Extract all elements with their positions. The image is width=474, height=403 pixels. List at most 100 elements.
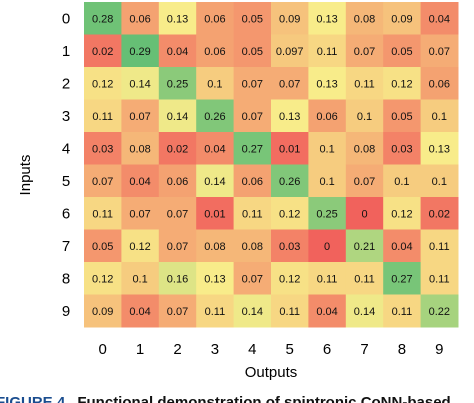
heatmap-cell-r8-c2 bbox=[158, 262, 197, 295]
heatmap-cell-r8-c3 bbox=[196, 262, 235, 295]
heatmap-cell-r5-c7 bbox=[345, 164, 384, 198]
cell-value-label: 0.25 bbox=[316, 208, 337, 220]
cell-value-label: 0.26 bbox=[204, 111, 225, 123]
heatmap-cells: 0.28 0.06 0.13 0.06 0.05 0.09 0.13 0.08 0.09 0.04… bbox=[84, 2, 459, 328]
x-tick-label: 9 bbox=[435, 341, 443, 358]
cell-value-label: 0.26 bbox=[279, 176, 300, 188]
heatmap-cell-r5-c1 bbox=[121, 164, 160, 198]
heatmap-cell-r0-c8 bbox=[383, 2, 422, 35]
heatmap-cell-r7-c8 bbox=[383, 229, 422, 263]
cell-value-label: 0.04 bbox=[204, 143, 225, 155]
cell-value-label: 0.14 bbox=[354, 306, 375, 318]
cell-value-label: 0.07 bbox=[429, 46, 450, 58]
heatmap-cell-r5-c0 bbox=[84, 164, 122, 198]
x-axis-ticks: 0 1 2 3 4 5 6 7 8 9 bbox=[99, 341, 444, 358]
cell-value-label: 0.12 bbox=[279, 208, 300, 220]
cell-value-label: 0.22 bbox=[429, 306, 450, 318]
cell-value-label: 0.14 bbox=[204, 176, 225, 188]
heatmap-cell-r3-c4 bbox=[233, 99, 272, 133]
heatmap-cell-r2-c6 bbox=[308, 67, 347, 100]
cell-value-label: 0.04 bbox=[129, 306, 150, 318]
heatmap-cell-r6-c4 bbox=[233, 197, 272, 230]
cell-value-label: 0.12 bbox=[391, 78, 412, 90]
heatmap-cell-r3-c0 bbox=[84, 99, 122, 133]
heatmap-cell-r9-c6 bbox=[308, 294, 347, 328]
cell-value-label: 0.07 bbox=[354, 46, 375, 58]
heatmap-cell-r6-c5 bbox=[271, 197, 309, 230]
x-tick-label: 2 bbox=[173, 341, 181, 358]
cell-value-label: 0.11 bbox=[392, 306, 413, 318]
cell-value-label: 0.07 bbox=[242, 111, 263, 123]
heatmap-cell-r5-c6 bbox=[308, 164, 347, 198]
cell-value-label: 0.12 bbox=[92, 78, 113, 90]
cell-value-label: 0.1 bbox=[207, 78, 222, 90]
heatmap-cell-r7-c0 bbox=[84, 229, 122, 263]
cell-value-label: 0.07 bbox=[242, 273, 263, 285]
y-tick-label: 8 bbox=[62, 270, 70, 287]
heatmap-cell-r4-c9 bbox=[420, 132, 459, 165]
heatmap-cell-r2-c0 bbox=[84, 67, 122, 100]
heatmap-cell-r5-c8 bbox=[383, 164, 422, 198]
heatmap-cell-r9-c9 bbox=[420, 294, 459, 328]
cell-value-label: 0.1 bbox=[432, 176, 447, 188]
cell-value-label: 0.08 bbox=[129, 143, 150, 155]
cell-value-label: 0.05 bbox=[242, 13, 263, 25]
x-tick-label: 5 bbox=[286, 341, 294, 358]
heatmap-cell-r4-c2 bbox=[158, 132, 197, 165]
cell-value-label: 0.14 bbox=[167, 111, 188, 123]
cell-value-label: 0.11 bbox=[317, 46, 338, 58]
heatmap-cell-r5-c2 bbox=[158, 164, 197, 198]
heatmap-cell-r3-c9 bbox=[420, 99, 459, 133]
cell-value-label: 0.12 bbox=[279, 273, 300, 285]
heatmap-cell-r9-c0 bbox=[84, 294, 122, 328]
y-tick-label: 2 bbox=[62, 75, 70, 92]
heatmap-cell-r9-c7 bbox=[345, 294, 384, 328]
cell-value-label: 0.13 bbox=[316, 13, 337, 25]
y-axis-ticks: 0 1 2 3 4 5 6 7 8 9 bbox=[62, 10, 70, 320]
cell-value-label: 0.11 bbox=[242, 208, 263, 220]
cell-value-label: 0.04 bbox=[129, 176, 150, 188]
heatmap-cell-r9-c5 bbox=[271, 294, 309, 328]
cell-value-label: 0.11 bbox=[92, 111, 113, 123]
heatmap-cell-r2-c1 bbox=[121, 67, 160, 100]
cell-value-label: 0.08 bbox=[354, 13, 375, 25]
heatmap-cell-r1-c0 bbox=[84, 34, 122, 68]
heatmap-cell-r7-c9 bbox=[420, 229, 459, 263]
cell-value-label: 0.13 bbox=[429, 143, 450, 155]
cell-value-label: 0.14 bbox=[242, 306, 263, 318]
cell-value-label: 0.28 bbox=[92, 13, 113, 25]
heatmap-cell-r0-c2 bbox=[158, 2, 197, 35]
heatmap-cell-r6-c6 bbox=[308, 197, 347, 230]
y-tick-label: 6 bbox=[62, 205, 70, 222]
heatmap-cell-r2-c3 bbox=[196, 67, 235, 100]
cell-value-label: 0.11 bbox=[205, 306, 226, 318]
heatmap-cell-r0-c7 bbox=[345, 2, 384, 35]
heatmap-cell-r8-c4 bbox=[233, 262, 272, 295]
heatmap-cell-r4-c5 bbox=[271, 132, 309, 165]
heatmap-cell-r8-c0 bbox=[84, 262, 122, 295]
cell-value-label: 0.02 bbox=[167, 143, 188, 155]
cell-value-label: 0.12 bbox=[92, 273, 113, 285]
heatmap-cell-r7-c5 bbox=[271, 229, 309, 263]
heatmap-cell-r1-c9 bbox=[420, 34, 459, 68]
cell-value-label: 0.07 bbox=[167, 306, 188, 318]
heatmap-cell-r5-c9 bbox=[420, 164, 459, 198]
cell-value-label: 0.04 bbox=[316, 306, 337, 318]
cell-value-label: 0.13 bbox=[167, 13, 188, 25]
cell-value-label: 0.08 bbox=[354, 143, 375, 155]
heatmap-cell-r1-c6 bbox=[308, 34, 347, 68]
y-tick-label: 0 bbox=[62, 10, 70, 27]
cell-value-label: 0.097 bbox=[276, 46, 304, 58]
heatmap-cell-r8-c1 bbox=[121, 262, 160, 295]
heatmap-cell-r7-c6 bbox=[308, 229, 347, 263]
cell-value-label: 0.11 bbox=[354, 78, 375, 90]
heatmap-cell-r6-c1 bbox=[121, 197, 160, 230]
cell-value-label: 0.07 bbox=[167, 208, 188, 220]
heatmap-cell-r7-c1 bbox=[121, 229, 160, 263]
y-tick-label: 3 bbox=[62, 108, 70, 125]
cell-value-label: 0.09 bbox=[391, 13, 412, 25]
cell-value-label: 0.05 bbox=[242, 46, 263, 58]
heatmap-cell-r7-c3 bbox=[196, 229, 235, 263]
heatmap-cell-r6-c9 bbox=[420, 197, 459, 230]
cell-value-label: 0.05 bbox=[391, 46, 412, 58]
